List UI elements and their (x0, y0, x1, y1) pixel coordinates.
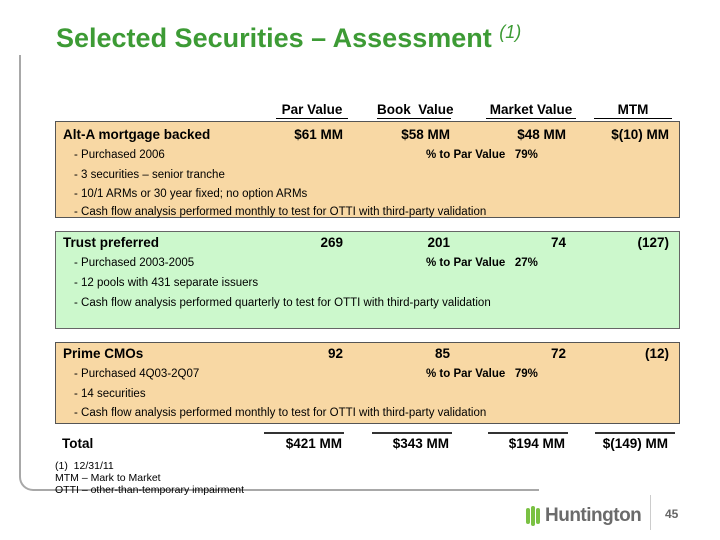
logo-text: Huntington (545, 505, 642, 526)
section-label: Prime CMOs (63, 346, 144, 361)
header-market-value: Market Value (486, 102, 576, 119)
header-mtm: MTM (594, 102, 672, 119)
section-trust-preferred: Trust preferred 269 201 74 (127) - Purch… (55, 231, 680, 329)
book-value: 85 (434, 346, 450, 361)
total-book: $343 MM (392, 436, 449, 451)
market-value: 72 (550, 346, 566, 361)
section-label: Alt-A mortgage backed (63, 127, 211, 142)
footnote: OTTI – other-than-temporary impairment (55, 484, 245, 496)
huntington-leaf-icon (526, 506, 540, 526)
total-rule (372, 432, 452, 434)
total-rule (595, 432, 675, 434)
par-value: 269 (320, 235, 343, 250)
huntington-logo: Huntington (525, 505, 642, 527)
section-alt-a: Alt-A mortgage backed $61 MM $58 MM $48 … (55, 121, 680, 218)
pct-to-par: % to Par Value 79% (426, 368, 538, 380)
book-value: $58 MM (401, 127, 450, 142)
detail: - Cash flow analysis performed monthly t… (74, 407, 487, 419)
divider (650, 495, 651, 530)
total-label: Total (62, 436, 94, 451)
par-value: 92 (327, 346, 343, 361)
total-mtm: $(149) MM (602, 436, 668, 451)
footnotes: (1) 12/31/11 MTM – Mark to Market OTTI –… (55, 460, 244, 496)
footnote: (1) 12/31/11 (55, 460, 114, 472)
detail: - 14 securities (74, 388, 146, 400)
page-title: Selected Securities – Assessment (1) (56, 22, 522, 53)
total-rule (264, 432, 344, 434)
detail: - Purchased 2006 (74, 149, 165, 161)
total-par: $421 MM (285, 436, 342, 451)
mtm-value: (12) (644, 346, 669, 361)
total-row: Total $421 MM $343 MM $194 MM $(149) MM (0, 436, 720, 456)
section-label: Trust preferred (63, 235, 160, 250)
detail: - 12 pools with 431 separate issuers (74, 277, 259, 289)
mtm-value: (127) (637, 235, 669, 250)
book-value: 201 (427, 235, 450, 250)
slide-frame (19, 55, 539, 491)
mtm-value: $(10) MM (611, 127, 669, 142)
detail: - Cash flow analysis performed quarterly… (74, 297, 491, 309)
detail: - 3 securities – senior tranche (74, 169, 225, 181)
footnote: MTM – Mark to Market (55, 472, 161, 484)
header-book-value: Book Value (377, 102, 454, 119)
market-value: 74 (550, 235, 566, 250)
total-market: $194 MM (508, 436, 565, 451)
detail: - Purchased 4Q03-2Q07 (74, 368, 200, 380)
detail: - Cash flow analysis performed monthly t… (74, 206, 487, 218)
section-prime-cmos: Prime CMOs 92 85 72 (12) - Purchased 4Q0… (55, 342, 680, 424)
market-value: $48 MM (517, 127, 566, 142)
pct-to-par: % to Par Value 79% (426, 149, 538, 161)
detail: - Purchased 2003-2005 (74, 257, 195, 269)
page-number: 45 (665, 507, 679, 521)
detail: - 10/1 ARMs or 30 year fixed; no option … (74, 188, 308, 200)
header-par-value: Par Value (276, 102, 348, 119)
total-rule (488, 432, 568, 434)
par-value: $61 MM (294, 127, 343, 142)
pct-to-par: % to Par Value 27% (426, 257, 538, 269)
